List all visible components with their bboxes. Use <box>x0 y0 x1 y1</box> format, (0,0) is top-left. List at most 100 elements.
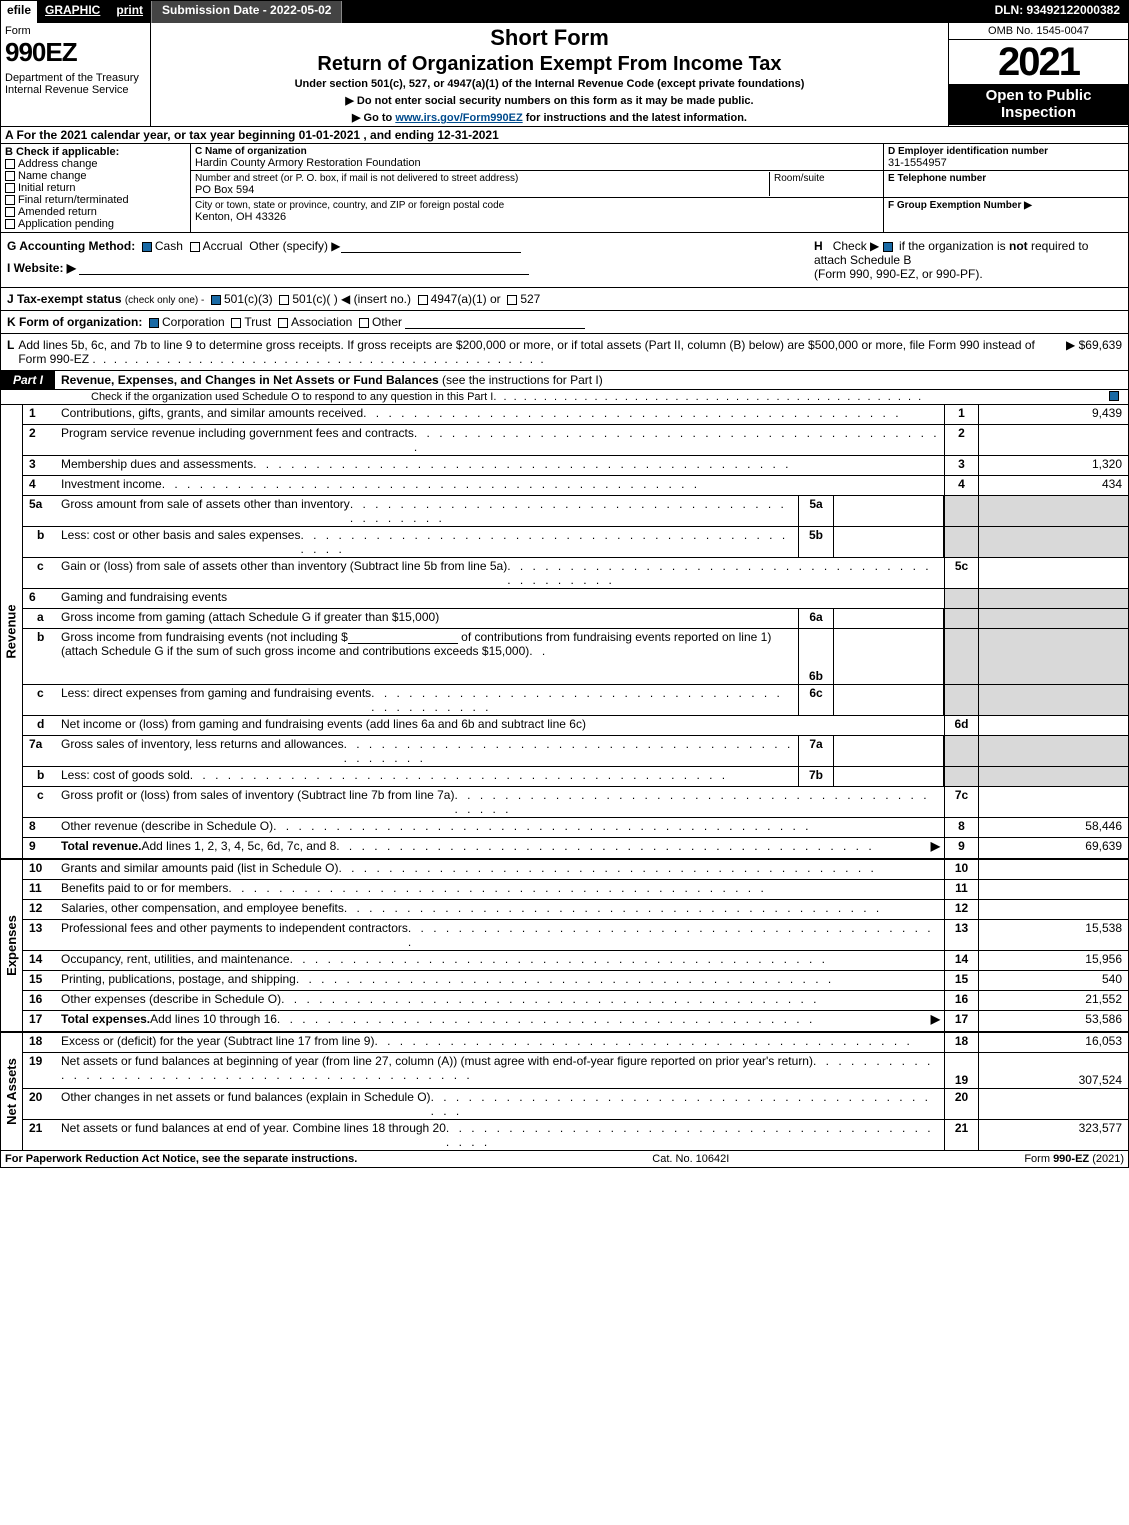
section-j-tax-status: J Tax-exempt status (check only one) - 5… <box>1 288 1128 311</box>
print-link[interactable]: print <box>108 1 151 23</box>
b-item: Amended return <box>5 206 186 218</box>
line-3-no: 3 <box>944 456 978 475</box>
line-3-desc: Membership dues and assessments <box>61 457 253 471</box>
checkbox-icon[interactable] <box>5 207 15 217</box>
k-trust: Trust <box>244 315 271 329</box>
checkbox-icon[interactable] <box>190 242 200 252</box>
submission-date: Submission Date - 2022-05-02 <box>151 1 342 23</box>
graphic-link[interactable]: GRAPHIC <box>37 1 108 23</box>
checkbox-icon[interactable] <box>5 171 15 181</box>
line-17-bold: Total expenses. <box>61 1012 150 1026</box>
b-item: Final return/terminated <box>5 194 186 206</box>
line-18-desc: Excess or (deficit) for the year (Subtra… <box>61 1034 374 1048</box>
net-assets-section: Net Assets 18Excess or (deficit) for the… <box>1 1033 1128 1150</box>
checkbox-icon[interactable] <box>5 195 15 205</box>
group-exemption-label: F Group Exemption Number ▶ <box>888 200 1032 211</box>
checkbox-icon[interactable] <box>507 295 517 305</box>
line-5b-desc: Less: cost or other basis and sales expe… <box>61 528 300 542</box>
form-number: 990EZ <box>5 37 146 68</box>
section-a-tax-year: A For the 2021 calendar year, or tax yea… <box>1 127 1128 144</box>
line-14-no: 14 <box>944 951 978 970</box>
line-21-desc: Net assets or fund balances at end of ye… <box>61 1121 446 1135</box>
checkbox-icon[interactable] <box>5 219 15 229</box>
checkbox-icon[interactable] <box>231 318 241 328</box>
line-8-desc: Other revenue (describe in Schedule O) <box>61 819 273 833</box>
b-item: Name change <box>5 170 186 182</box>
line-10-desc: Grants and similar amounts paid (list in… <box>61 861 338 875</box>
form-subtitle: Under section 501(c), 527, or 4947(a)(1)… <box>155 78 944 90</box>
line-17-rest: Add lines 10 through 16 <box>150 1012 277 1026</box>
revenue-section: Revenue 1Contributions, gifts, grants, a… <box>1 405 1128 860</box>
telephone-label: E Telephone number <box>888 173 986 184</box>
line-7a-mn: 7a <box>798 736 834 766</box>
line-2-desc: Program service revenue including govern… <box>61 426 414 440</box>
l-amount-pre: ▶ $ <box>1066 338 1085 366</box>
line-7c-val <box>978 787 1128 817</box>
checkbox-checked-icon[interactable] <box>149 318 159 328</box>
line-11-no: 11 <box>944 880 978 899</box>
k-corp: Corporation <box>162 315 225 329</box>
section-l-gross-receipts: L Add lines 5b, 6c, and 7b to line 9 to … <box>1 334 1128 371</box>
footer-right: Form 990-EZ (2021) <box>1024 1153 1124 1165</box>
line-19-no: 19 <box>944 1053 978 1088</box>
ssn-warning: ▶ Do not enter social security numbers o… <box>155 94 944 107</box>
i-label: I Website: ▶ <box>7 261 76 275</box>
org-address: PO Box 594 <box>195 184 254 196</box>
checkbox-checked-icon[interactable] <box>142 242 152 252</box>
h-text4: (Form 990, 990-EZ, or 990-PF). <box>814 267 983 281</box>
line-7b-mn: 7b <box>798 767 834 786</box>
j-4947: 4947(a)(1) or <box>431 292 501 306</box>
line-16-no: 16 <box>944 991 978 1010</box>
irs-link[interactable]: www.irs.gov/Form990EZ <box>395 112 522 124</box>
c-name-label: C Name of organization <box>195 146 307 157</box>
c-addr-label: Number and street (or P. O. box, if mail… <box>195 173 518 184</box>
line-18-no: 18 <box>944 1033 978 1052</box>
open-public-badge: Open to Public Inspection <box>949 84 1128 125</box>
arrow-icon: ▶ <box>931 1012 940 1026</box>
b-label: B Check if applicable: <box>5 146 186 158</box>
line-7c-no: 7c <box>944 787 978 817</box>
checkbox-icon[interactable] <box>5 183 15 193</box>
website-input[interactable] <box>79 274 529 275</box>
k-other-input[interactable] <box>405 328 585 329</box>
line-4-desc: Investment income <box>61 477 162 491</box>
room-suite-label: Room/suite <box>774 173 825 184</box>
j-501c: 501(c)( ) ◀ (insert no.) <box>292 292 411 306</box>
part-1-title: Revenue, Expenses, and Changes in Net As… <box>55 371 1128 389</box>
j-527: 527 <box>520 292 540 306</box>
checkbox-icon[interactable] <box>278 318 288 328</box>
g-other: Other (specify) ▶ <box>249 239 340 253</box>
checkbox-icon[interactable] <box>5 159 15 169</box>
line-12-val <box>978 900 1128 919</box>
line-17-val: 53,586 <box>978 1011 1128 1031</box>
form-header: Form 990EZ Department of the Treasury In… <box>1 23 1128 127</box>
line-6c-mn: 6c <box>798 685 834 715</box>
j-501c3: 501(c)(3) <box>224 292 273 306</box>
checkbox-icon[interactable] <box>279 295 289 305</box>
h-label: H <box>814 239 823 253</box>
l-amount: 69,639 <box>1085 338 1122 366</box>
checkbox-checked-icon[interactable] <box>883 242 893 252</box>
line-5a-desc: Gross amount from sale of assets other t… <box>61 497 350 511</box>
line-13-val: 15,538 <box>978 920 1128 950</box>
line-7a-desc: Gross sales of inventory, less returns a… <box>61 737 344 751</box>
revenue-tab: Revenue <box>1 405 23 858</box>
line-12-no: 12 <box>944 900 978 919</box>
page-footer: For Paperwork Reduction Act Notice, see … <box>1 1150 1128 1167</box>
l-text: Add lines 5b, 6c, and 7b to line 9 to de… <box>18 338 1066 366</box>
line-21-no: 21 <box>944 1120 978 1150</box>
checkbox-checked-icon[interactable] <box>1109 391 1119 401</box>
dln-number: DLN: 93492122000382 <box>987 1 1128 23</box>
ein-value: 31-1554957 <box>888 157 947 169</box>
checkbox-icon[interactable] <box>359 318 369 328</box>
checkbox-checked-icon[interactable] <box>211 295 221 305</box>
line-6d-no: 6d <box>944 716 978 735</box>
g-other-input[interactable] <box>341 252 521 253</box>
org-city: Kenton, OH 43326 <box>195 211 286 223</box>
b-item: Application pending <box>5 218 186 230</box>
line-13-desc: Professional fees and other payments to … <box>61 921 408 935</box>
checkbox-icon[interactable] <box>418 295 428 305</box>
section-d-e-f: D Employer identification number 31-1554… <box>883 144 1128 232</box>
g-label: G Accounting Method: <box>7 239 135 253</box>
footer-cat-no: Cat. No. 10642I <box>357 1153 1024 1165</box>
